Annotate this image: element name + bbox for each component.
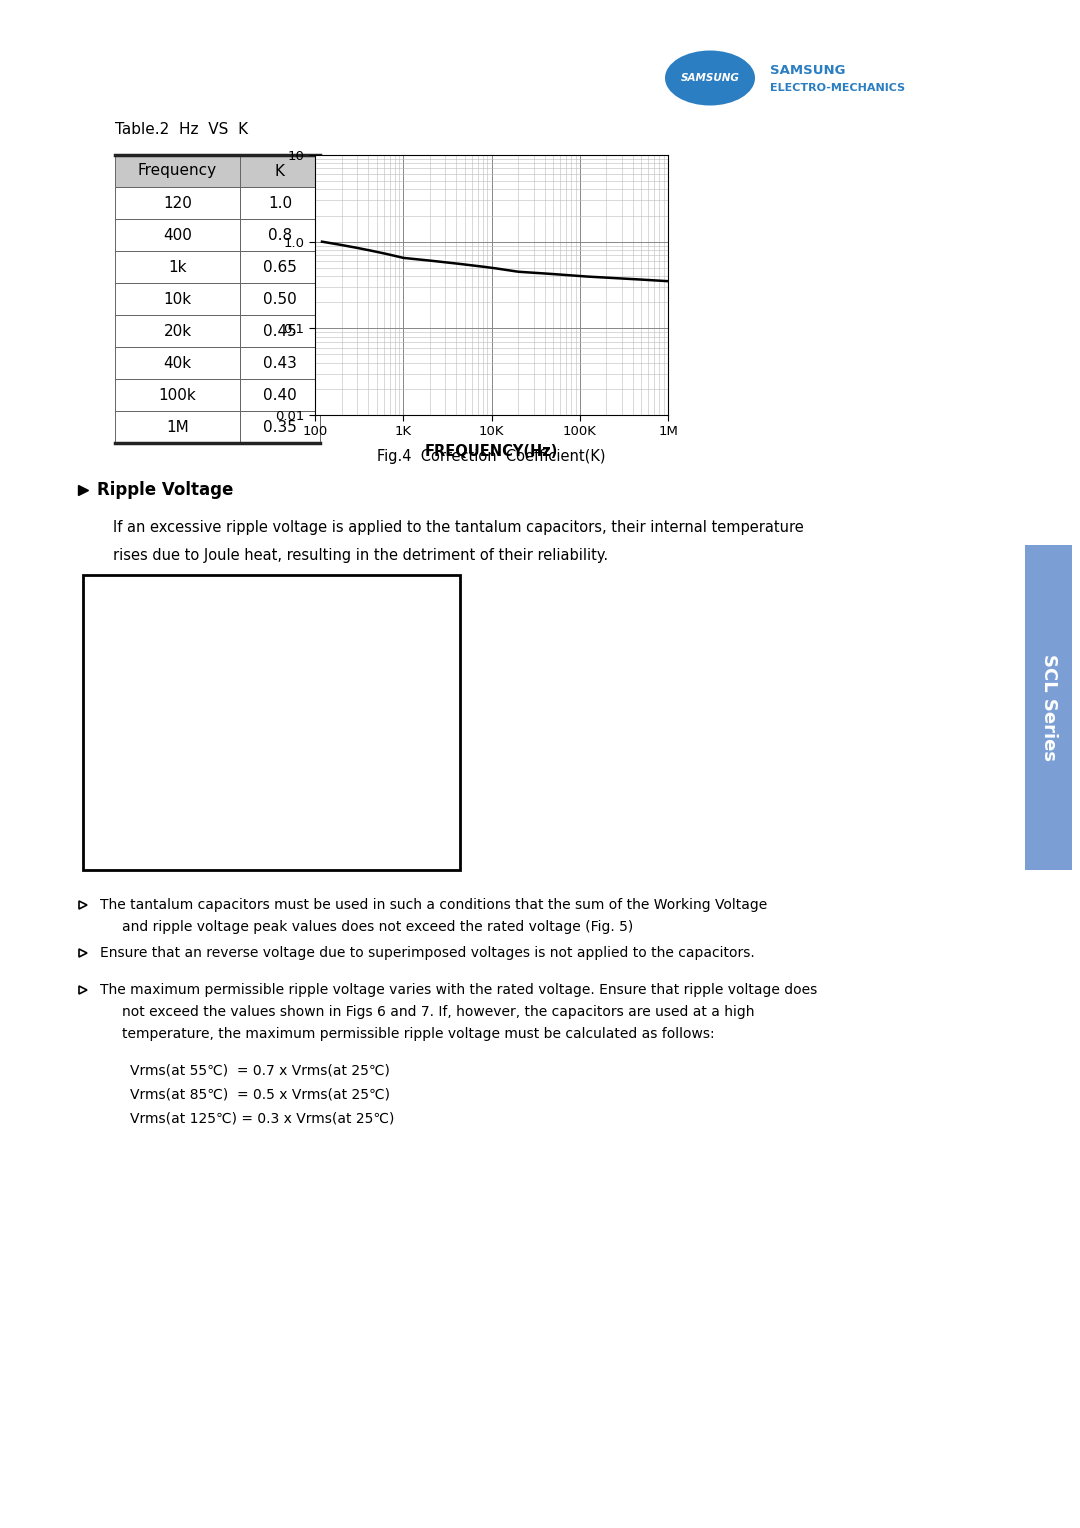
- Text: Frequency: Frequency: [138, 163, 217, 179]
- Text: 40k: 40k: [163, 356, 191, 370]
- Text: The maximum permissible ripple voltage varies with the rated voltage. Ensure tha: The maximum permissible ripple voltage v…: [100, 983, 818, 996]
- Bar: [240, 315, 320, 347]
- Text: 120: 120: [163, 196, 192, 211]
- Text: Vrms(at 125℃) = 0.3 x Vrms(at 25℃): Vrms(at 125℃) = 0.3 x Vrms(at 25℃): [130, 1112, 394, 1126]
- X-axis label: FREQUENCY(Hz): FREQUENCY(Hz): [424, 445, 558, 458]
- Text: ELECTRO-MECHANICS: ELECTRO-MECHANICS: [770, 83, 905, 93]
- Bar: [114, 251, 240, 283]
- Text: 0.43: 0.43: [264, 356, 297, 370]
- Text: 400: 400: [163, 228, 192, 243]
- Text: 0.65: 0.65: [264, 260, 297, 275]
- Text: SCL Series: SCL Series: [1039, 654, 1057, 761]
- Text: 0.8: 0.8: [268, 228, 292, 243]
- Bar: [114, 154, 240, 186]
- Text: 100k: 100k: [159, 388, 197, 402]
- Bar: [240, 283, 320, 315]
- Text: Vrms(at 55℃)  = 0.7 x Vrms(at 25℃): Vrms(at 55℃) = 0.7 x Vrms(at 25℃): [130, 1063, 390, 1077]
- Bar: [114, 411, 240, 443]
- Text: Ensure that an reverse voltage due to superimposed voltages is not applied to th: Ensure that an reverse voltage due to su…: [100, 946, 755, 960]
- Text: SAMSUNG: SAMSUNG: [770, 64, 846, 76]
- Text: and ripple voltage peak values does not exceed the rated voltage (Fig. 5): and ripple voltage peak values does not …: [122, 920, 633, 934]
- Bar: [114, 154, 320, 186]
- Text: 0.50: 0.50: [264, 292, 297, 307]
- Text: rises due to Joule heat, resulting in the detriment of their reliability.: rises due to Joule heat, resulting in th…: [113, 549, 608, 562]
- Text: not exceed the values shown in Figs 6 and 7. If, however, the capacitors are use: not exceed the values shown in Figs 6 an…: [122, 1005, 755, 1019]
- Text: K: K: [275, 163, 285, 179]
- Text: Table.2  Hz  VS  K: Table.2 Hz VS K: [114, 122, 248, 138]
- Bar: [240, 186, 320, 219]
- Bar: [114, 219, 240, 251]
- Bar: [114, 347, 240, 379]
- Text: SAMSUNG: SAMSUNG: [680, 73, 740, 83]
- Bar: [240, 347, 320, 379]
- Bar: [114, 283, 240, 315]
- Bar: [240, 219, 320, 251]
- Bar: [240, 379, 320, 411]
- Bar: [240, 251, 320, 283]
- Text: 0.45: 0.45: [264, 324, 297, 339]
- Text: Fig.4  Correction  Coefficient(K): Fig.4 Correction Coefficient(K): [377, 449, 606, 463]
- Text: If an excessive ripple voltage is applied to the tantalum capacitors, their inte: If an excessive ripple voltage is applie…: [113, 520, 804, 535]
- Text: Vrms(at 85℃)  = 0.5 x Vrms(at 25℃): Vrms(at 85℃) = 0.5 x Vrms(at 25℃): [130, 1088, 390, 1102]
- Text: 1.0: 1.0: [268, 196, 292, 211]
- Bar: [240, 154, 320, 186]
- Text: The tantalum capacitors must be used in such a conditions that the sum of the Wo: The tantalum capacitors must be used in …: [100, 898, 767, 912]
- Bar: [114, 186, 240, 219]
- Text: 1M: 1M: [166, 420, 189, 434]
- Text: 0.40: 0.40: [264, 388, 297, 402]
- Bar: [240, 411, 320, 443]
- Text: 1k: 1k: [168, 260, 187, 275]
- Text: 0.35: 0.35: [264, 420, 297, 434]
- Bar: [114, 315, 240, 347]
- Text: 20k: 20k: [163, 324, 191, 339]
- Text: temperature, the maximum permissible ripple voltage must be calculated as follow: temperature, the maximum permissible rip…: [122, 1027, 715, 1041]
- Bar: [114, 379, 240, 411]
- Ellipse shape: [665, 50, 755, 105]
- Text: Ripple Voltage: Ripple Voltage: [97, 481, 233, 500]
- Bar: [83, 575, 460, 869]
- Text: 10k: 10k: [163, 292, 191, 307]
- Bar: [1025, 545, 1072, 869]
